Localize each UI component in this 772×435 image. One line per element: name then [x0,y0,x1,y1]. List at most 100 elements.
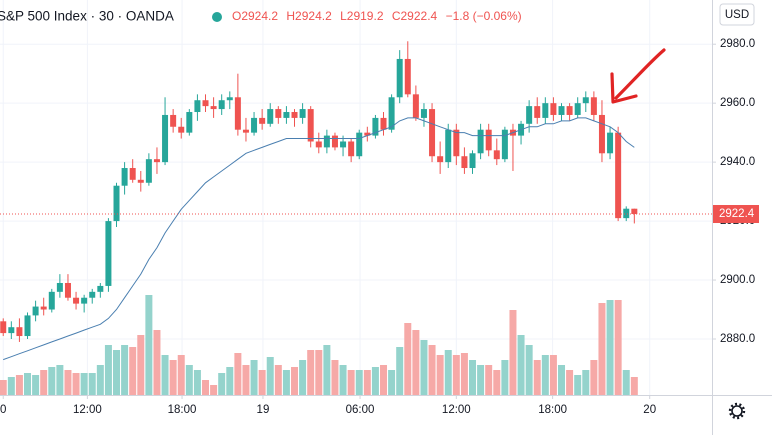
candle-body [81,297,88,304]
candle-body [485,129,492,151]
candle-body [323,135,330,148]
y-tick-label: 2900.0 [720,274,755,286]
x-tick-label: 18:00 [538,404,567,416]
gear-icon[interactable] [728,402,746,420]
volume-bar [404,323,412,395]
candle-body [420,109,427,118]
arrow-shaft [614,48,666,100]
volume-bar [509,310,517,395]
volume-bar [598,303,606,395]
volume-bar [452,355,460,395]
volume-bar [420,340,428,395]
candle-body [615,132,622,219]
candle-body [73,297,80,304]
volume-bar [315,350,323,395]
candle-body [331,135,338,148]
candle-body [453,129,460,157]
candle-body [291,112,298,118]
volume-bar [218,373,226,395]
candle-body [56,282,63,292]
candle-body [315,141,322,148]
volume-bar [161,355,169,395]
volume-bar [104,345,112,395]
candle-body [275,109,282,118]
volume-bar [493,370,501,395]
legend-close: C2922.4 [392,9,438,23]
volume-bar [193,370,201,395]
volume-bar [15,375,23,395]
volume-bar [363,370,371,395]
y-tick-label: 2880.0 [720,333,755,345]
candle-body [283,112,290,118]
volume-bar [24,373,32,395]
candle-body [194,100,201,113]
volume-bar [137,335,145,395]
candle-body [145,159,152,183]
visibility-dot[interactable] [212,12,222,22]
volume-bar [614,300,622,395]
volume-bar [622,370,630,395]
hand-drawn-arrow [610,48,666,104]
volume-bar [299,360,307,395]
candle-body [89,291,96,298]
volume-bar [517,335,525,395]
candle-body [412,94,419,118]
candle-body [129,168,136,180]
candle-body [307,109,314,142]
candle-body [162,114,169,163]
candle-body [469,153,476,169]
volume-bar [96,365,104,395]
volume-bar [48,367,56,395]
volume-bar [226,367,234,395]
candle-body [582,97,589,104]
candle-body [372,117,379,136]
gear-teeth [728,402,746,420]
volume-bar [282,370,290,395]
candle-body [348,141,355,157]
last-price-box [713,205,759,224]
candle-body [137,179,144,183]
volume-bar [574,375,582,395]
candle-layer [0,41,638,361]
x-tick-label: 18:00 [168,404,197,416]
arrow-head [610,72,638,104]
candle-body [186,112,193,133]
x-tick-label: 06:00 [346,404,375,416]
candle-body [0,321,7,334]
candle-body [251,117,258,133]
candle-body [607,132,614,154]
candle-body [388,97,395,130]
last-price-label: 2922.4 [719,208,755,220]
candle-body [340,141,347,148]
volume-bar [234,353,242,395]
legend-low: L2919.2 [340,9,384,23]
candle-body [267,109,274,124]
volume-bar [590,360,598,395]
legend-open: O2924.2 [232,9,278,23]
volume-bar [566,370,574,395]
volume-bar [88,373,96,395]
candle-body [113,185,120,222]
candle-body [32,306,39,316]
candle-body [550,103,557,115]
moving-average [3,117,635,361]
volume-bar [307,350,315,395]
candle-body [364,132,371,136]
candle-body [445,129,452,163]
candle-body [48,291,55,310]
volume-bar [40,370,48,395]
candle-body [153,159,160,163]
volume-bar [129,347,137,395]
y-tick-label: 2940.0 [720,156,755,168]
candle-body [178,126,185,133]
volume-bar [630,377,638,395]
currency-box[interactable] [719,3,755,26]
volume-bar [606,300,614,395]
candle-body [631,208,638,215]
volume-bar [56,365,64,395]
candle-body [356,132,363,157]
candle-body [8,327,15,334]
x-tick-label: 12:00 [442,404,471,416]
volume-bar [113,350,121,395]
